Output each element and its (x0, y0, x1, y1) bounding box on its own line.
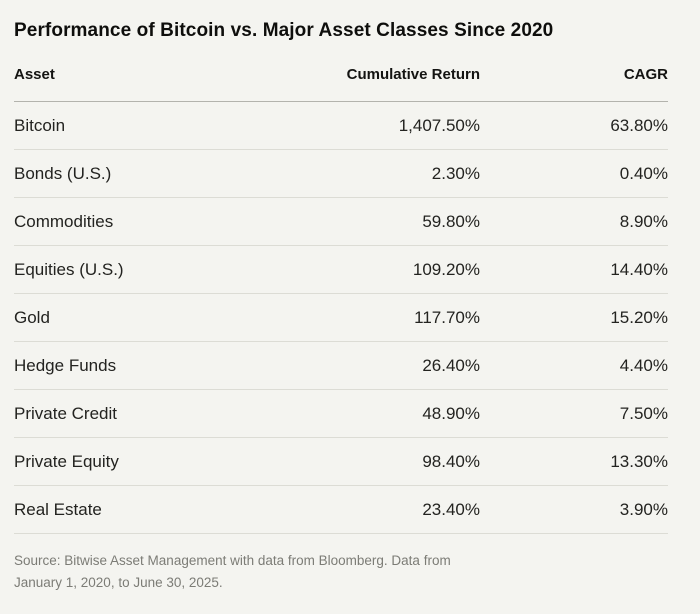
table-row: Private Credit 48.90% 7.50% (14, 390, 668, 438)
cumulative-return-cell: 98.40% (422, 451, 480, 471)
cagr-cell: 15.20% (610, 307, 668, 327)
column-header-asset: Asset (14, 66, 55, 83)
asset-cell: Bonds (U.S.) (14, 163, 112, 183)
cumulative-return-cell: 1,407.50% (398, 115, 480, 135)
asset-cell: Real Estate (14, 499, 102, 519)
table-row: Bitcoin 1,407.50% 63.80% (14, 102, 668, 150)
source-note-line1: Source: Bitwise Asset Management with da… (14, 553, 451, 568)
asset-cell: Gold (14, 307, 50, 327)
cagr-cell: 63.80% (610, 115, 668, 135)
column-header-cumulative-return: Cumulative Return (346, 66, 480, 83)
page-title: Performance of Bitcoin vs. Major Asset C… (14, 20, 554, 41)
column-header-cagr: CAGR (623, 66, 668, 83)
asset-cell: Private Credit (14, 403, 117, 423)
cumulative-return-cell: 26.40% (422, 355, 480, 375)
table-row: Hedge Funds 26.40% 4.40% (14, 342, 668, 390)
cagr-cell: 14.40% (610, 259, 668, 279)
source-note: Source: Bitwise Asset Management with da… (14, 550, 668, 595)
asset-cell: Commodities (14, 211, 114, 231)
asset-cell: Private Equity (14, 451, 119, 471)
table-row: Commodities 59.80% 8.90% (14, 198, 668, 246)
cumulative-return-cell: 2.30% (431, 163, 480, 183)
cagr-cell: 4.40% (619, 355, 668, 375)
cumulative-return-cell: 117.70% (414, 307, 480, 327)
table-header-row: Asset Cumulative Return CAGR (14, 66, 668, 102)
cagr-cell: 0.40% (619, 163, 668, 183)
cumulative-return-cell: 23.40% (422, 499, 480, 519)
source-note-line2: January 1, 2020, to June 30, 2025. (14, 575, 223, 591)
cumulative-return-cell: 109.20% (412, 259, 480, 279)
asset-cell: Bitcoin (14, 115, 66, 135)
asset-cell: Hedge Funds (14, 355, 117, 375)
table-row: Equities (U.S.) 109.20% 14.40% (14, 246, 668, 294)
table-row: Gold 117.70% 15.20% (14, 294, 668, 342)
cagr-cell: 7.50% (619, 403, 668, 423)
cumulative-return-cell: 59.80% (422, 211, 480, 231)
cumulative-return-cell: 48.90% (422, 403, 480, 423)
asset-cell: Equities (U.S.) (14, 259, 124, 279)
table-row: Real Estate 23.40% 3.90% (14, 486, 668, 534)
cagr-cell: 13.30% (610, 451, 668, 471)
table-row: Private Equity 98.40% 13.30% (14, 438, 668, 486)
table-row: Bonds (U.S.) 2.30% 0.40% (14, 150, 668, 198)
cagr-cell: 8.90% (619, 211, 668, 231)
cagr-cell: 3.90% (619, 499, 668, 519)
